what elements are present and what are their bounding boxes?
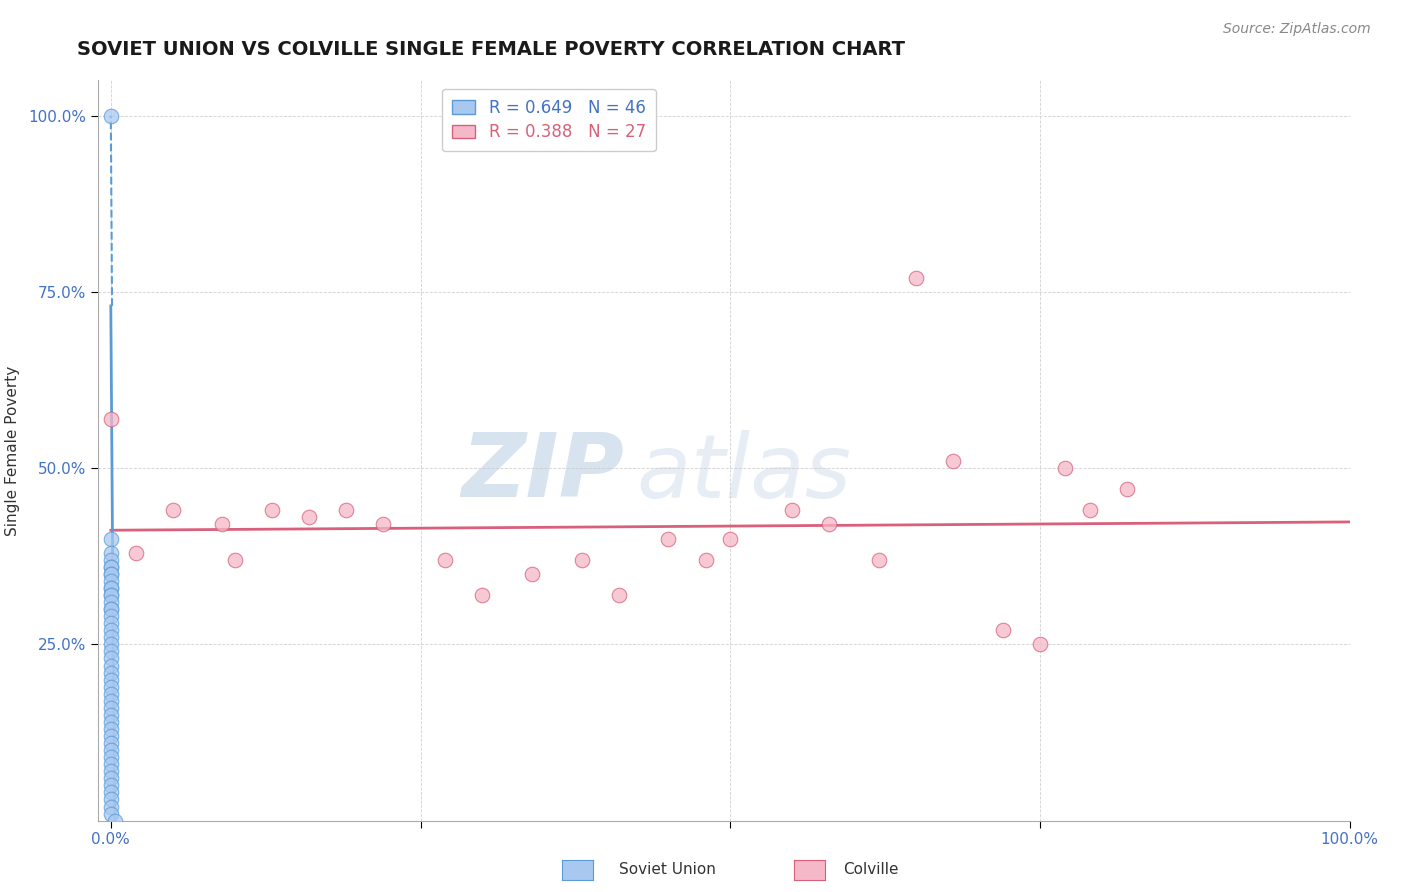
Point bbox=[905, 270, 928, 285]
Point bbox=[100, 757, 122, 772]
Point bbox=[520, 566, 543, 581]
Point bbox=[162, 503, 184, 517]
Point bbox=[224, 553, 246, 567]
Point bbox=[100, 785, 122, 799]
Point bbox=[100, 581, 122, 595]
Point bbox=[100, 609, 122, 624]
Point bbox=[100, 799, 122, 814]
Point bbox=[100, 532, 122, 546]
Point bbox=[100, 559, 122, 574]
Point bbox=[571, 553, 593, 567]
Point bbox=[942, 454, 965, 468]
Point bbox=[124, 546, 146, 560]
Point bbox=[100, 559, 122, 574]
Point bbox=[1078, 503, 1101, 517]
Point bbox=[780, 503, 803, 517]
Point bbox=[100, 778, 122, 792]
Point bbox=[471, 588, 494, 602]
Point bbox=[818, 517, 841, 532]
Legend: R = 0.649   N = 46, R = 0.388   N = 27: R = 0.649 N = 46, R = 0.388 N = 27 bbox=[441, 88, 655, 152]
Point bbox=[100, 750, 122, 764]
Point bbox=[100, 566, 122, 581]
Point bbox=[100, 644, 122, 658]
Point bbox=[991, 624, 1014, 638]
Point bbox=[100, 651, 122, 665]
Point bbox=[718, 532, 741, 546]
Point bbox=[100, 624, 122, 638]
Text: Colville: Colville bbox=[844, 863, 898, 877]
Point bbox=[100, 687, 122, 701]
Point bbox=[100, 566, 122, 581]
Point bbox=[100, 658, 122, 673]
Point bbox=[100, 595, 122, 609]
Point bbox=[434, 553, 457, 567]
Point bbox=[100, 736, 122, 750]
Point bbox=[100, 694, 122, 708]
Point bbox=[100, 602, 122, 616]
Point bbox=[298, 510, 321, 524]
Point bbox=[335, 503, 357, 517]
Point bbox=[100, 574, 122, 588]
Point bbox=[100, 701, 122, 715]
Point bbox=[373, 517, 395, 532]
Point bbox=[100, 673, 122, 687]
Point bbox=[695, 553, 717, 567]
Point bbox=[100, 616, 122, 631]
Point bbox=[100, 553, 122, 567]
Point bbox=[100, 546, 122, 560]
Point bbox=[100, 581, 122, 595]
Point bbox=[100, 729, 122, 743]
Point bbox=[100, 411, 122, 425]
Point bbox=[100, 714, 122, 729]
Point bbox=[100, 588, 122, 602]
Point bbox=[100, 764, 122, 779]
Point bbox=[100, 743, 122, 757]
Point bbox=[1029, 637, 1052, 651]
Point bbox=[100, 806, 122, 821]
Point bbox=[607, 588, 630, 602]
Text: SOVIET UNION VS COLVILLE SINGLE FEMALE POVERTY CORRELATION CHART: SOVIET UNION VS COLVILLE SINGLE FEMALE P… bbox=[77, 40, 905, 59]
Text: ZIP: ZIP bbox=[461, 429, 624, 516]
Y-axis label: Single Female Poverty: Single Female Poverty bbox=[6, 366, 20, 535]
Point bbox=[260, 503, 283, 517]
Text: atlas: atlas bbox=[637, 430, 852, 516]
Point bbox=[1115, 482, 1137, 496]
Point bbox=[657, 532, 679, 546]
Point bbox=[100, 707, 122, 722]
Point bbox=[100, 792, 122, 806]
Point bbox=[100, 680, 122, 694]
Point bbox=[211, 517, 233, 532]
Point bbox=[868, 553, 890, 567]
Point bbox=[1053, 461, 1076, 475]
Text: Soviet Union: Soviet Union bbox=[619, 863, 716, 877]
Point bbox=[100, 722, 122, 736]
Point bbox=[100, 109, 122, 123]
Point bbox=[100, 630, 122, 644]
Point bbox=[100, 772, 122, 786]
Point bbox=[100, 588, 122, 602]
Point bbox=[100, 602, 122, 616]
Point bbox=[100, 665, 122, 680]
Text: Source: ZipAtlas.com: Source: ZipAtlas.com bbox=[1223, 22, 1371, 37]
Point bbox=[103, 814, 125, 828]
Point bbox=[100, 637, 122, 651]
